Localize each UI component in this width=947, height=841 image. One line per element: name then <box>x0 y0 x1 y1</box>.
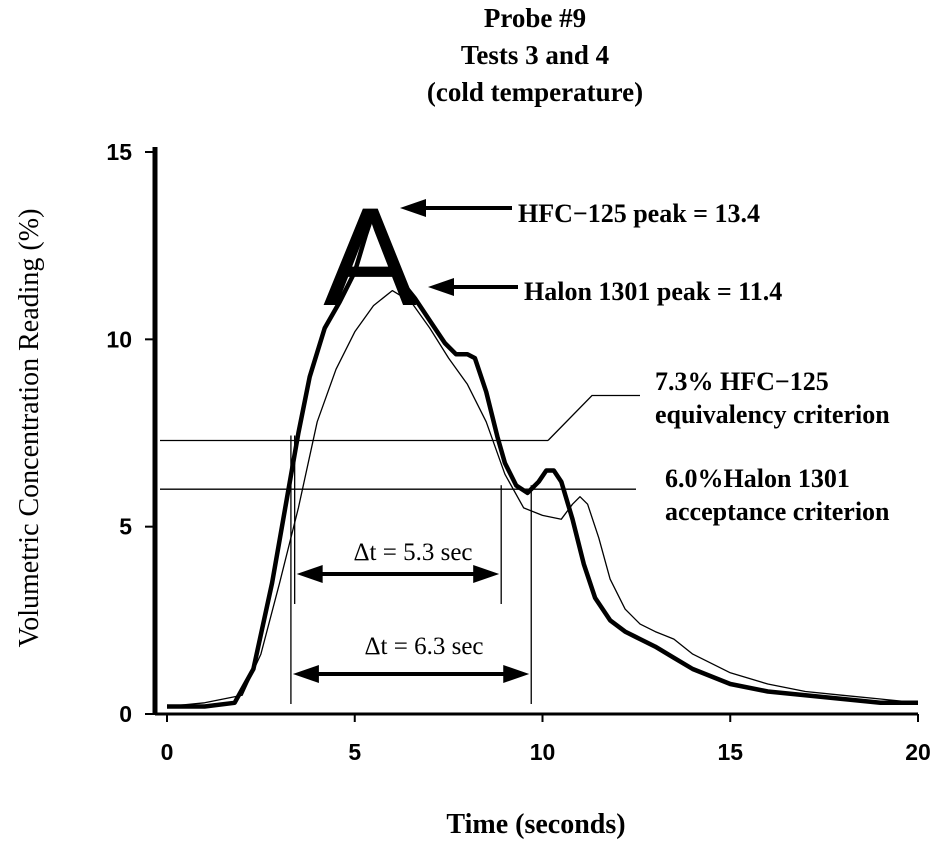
x-axis-title: Time (seconds) <box>446 809 625 840</box>
chart-title: Probe #9 Tests 3 and 4 (cold temperature… <box>427 3 643 107</box>
x-tick-label: 15 <box>717 739 743 765</box>
arrowhead <box>473 565 500 583</box>
x-tick-label: 0 <box>161 739 174 765</box>
peak-annotations <box>400 199 518 296</box>
series-line-thin <box>166 289 919 708</box>
y-tick-label: 5 <box>119 514 132 540</box>
y-tick-label: 0 <box>119 701 132 727</box>
x-ticks: 0 5 10 15 20 <box>161 714 931 765</box>
ref-label-1-line-2: equivalency criterion <box>655 400 890 429</box>
y-tick-label: 10 <box>106 326 132 352</box>
reference-leader <box>547 394 640 441</box>
marker-letter: A <box>323 178 417 335</box>
interval-label-1: Δt = 5.3 sec <box>353 539 472 566</box>
reference-lines <box>160 394 640 490</box>
arrowhead <box>428 278 454 296</box>
y-axis-title: Volumetric Concentration Reading (%) <box>14 209 45 648</box>
reference-label-2: 6.0%Halon 1301 acceptance criterion <box>665 464 890 526</box>
x-tick-label: 20 <box>905 739 931 765</box>
title-line-2: Tests 3 and 4 <box>461 40 609 70</box>
x-tick-label: 10 <box>530 739 556 765</box>
arrowhead <box>400 199 426 217</box>
y-ticks: 0 5 10 15 <box>106 139 155 727</box>
ref-label-2-line-2: acceptance criterion <box>665 497 890 526</box>
arrowhead <box>292 665 319 683</box>
title-line-1: Probe #9 <box>484 3 586 33</box>
series-group <box>166 209 919 709</box>
arrowhead <box>503 665 530 683</box>
ref-label-2-line-1: 6.0%Halon 1301 <box>665 464 850 493</box>
interval-group <box>290 435 532 704</box>
reference-label-1: 7.3% HFC−125 equivalency criterion <box>655 367 890 429</box>
ref-label-1-line-1: 7.3% HFC−125 <box>655 367 829 396</box>
hfc-peak-label: HFC−125 peak = 13.4 <box>518 199 760 228</box>
y-tick-label: 15 <box>106 139 132 165</box>
title-line-3: (cold temperature) <box>427 77 643 107</box>
arrowhead <box>296 565 323 583</box>
x-tick-label: 5 <box>348 739 361 765</box>
halon-peak-label: Halon 1301 peak = 11.4 <box>524 277 782 306</box>
interval-label-2: Δt = 6.3 sec <box>364 633 483 660</box>
series-line-thick <box>167 209 918 709</box>
